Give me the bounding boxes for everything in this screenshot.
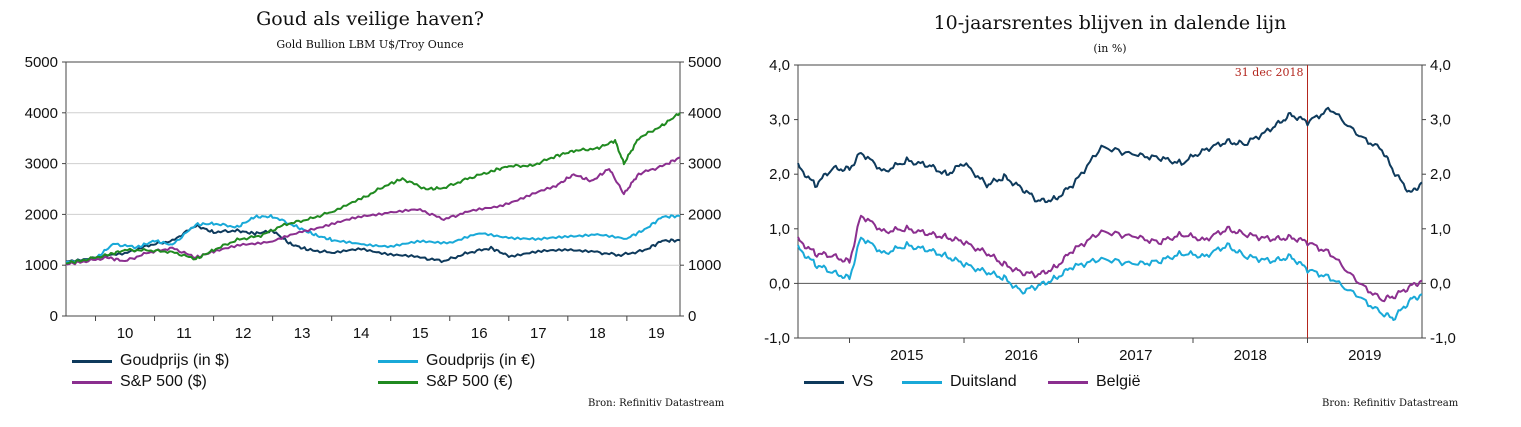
legend-label: Goudprijs (in $) xyxy=(120,352,230,369)
y-tick-label: 1000 xyxy=(25,257,58,274)
x-tick-label: 2016 xyxy=(1005,347,1038,364)
y-tick-label: 5000 xyxy=(25,54,58,71)
x-tick-label: 17 xyxy=(530,325,547,342)
x-tick-label: 2018 xyxy=(1234,347,1267,364)
y-tick-label: 0,0 xyxy=(769,275,790,292)
x-tick-label: 18 xyxy=(589,325,606,342)
series-line-goudprijs-in xyxy=(65,214,681,264)
legend-label: Goudprijs (in €) xyxy=(426,352,536,369)
x-tick-label: 2015 xyxy=(890,347,923,364)
chart-subtitle: Gold Bullion LBM U$/Troy Ounce xyxy=(276,38,464,51)
x-tick-label: 2017 xyxy=(1119,347,1152,364)
y-tick-label-right: 0 xyxy=(688,308,696,325)
y-tick-label-right: 2000 xyxy=(688,206,721,223)
legend-label: België xyxy=(1096,373,1141,390)
x-tick-label: 15 xyxy=(412,325,429,342)
chart-title: Goud als veilige haven? xyxy=(256,8,484,30)
y-tick-label-right: -1,0 xyxy=(1430,330,1456,347)
series-line-s-p-500 xyxy=(65,112,681,265)
y-tick-label-right: 3,0 xyxy=(1430,112,1451,129)
x-tick-label: 11 xyxy=(176,325,192,342)
gold-chart-panel: Goud als veilige haven? Gold Bullion LBM… xyxy=(0,0,750,427)
y-tick-label-right: 1,0 xyxy=(1430,221,1451,238)
legend-swatch xyxy=(902,380,942,384)
legend-label: S&P 500 (€) xyxy=(426,373,513,390)
gold-chart-svg: 0 0 1000 1000 2000 2000 3000 3000 4000 4000 5000 50… xyxy=(25,54,722,342)
y-tick-label-right: 1000 xyxy=(688,257,721,274)
legend-item: Duitsland xyxy=(902,373,1017,391)
series-line-duitsland xyxy=(797,236,1423,321)
y-tick-label: 2000 xyxy=(25,206,58,223)
plot-frame xyxy=(797,64,1423,339)
legend-label: S&P 500 ($) xyxy=(120,373,207,390)
y-tick-label: 3000 xyxy=(25,156,58,173)
y-tick-label: 4000 xyxy=(25,105,58,122)
legend-swatch xyxy=(378,359,418,363)
legend-swatch xyxy=(1048,380,1088,384)
y-tick-label: 0 xyxy=(50,308,58,325)
x-tick-label: 14 xyxy=(353,325,370,342)
legend-item: Goudprijs (in €) xyxy=(378,352,535,370)
y-tick-label-right: 0,0 xyxy=(1430,275,1451,292)
y-tick-label-right: 5000 xyxy=(688,54,721,71)
y-tick-label: 3,0 xyxy=(769,112,790,129)
rates-chart-svg: -1,0 -1,0 0,0 0,0 1,0 1,0 2,0 2,0 3,0 3,0 4,0 4,0 20… xyxy=(764,57,1456,364)
legend-item: S&P 500 ($) xyxy=(72,373,207,391)
legend-item: Goudprijs (in $) xyxy=(72,352,229,370)
plot-frame xyxy=(65,61,681,317)
x-tick-label: 10 xyxy=(117,325,134,342)
x-tick-label: 13 xyxy=(294,325,311,342)
legend-swatch xyxy=(804,380,844,384)
legend-item: S&P 500 (€) xyxy=(378,373,513,391)
legend-label: Duitsland xyxy=(950,373,1017,390)
x-tick-label: 16 xyxy=(471,325,488,342)
legend-item: België xyxy=(1048,373,1140,391)
y-tick-label-right: 4,0 xyxy=(1430,57,1451,74)
x-tick-label: 2019 xyxy=(1348,347,1381,364)
legend-swatch xyxy=(72,359,112,363)
y-tick-label: -1,0 xyxy=(764,330,790,347)
series-line-goudprijs-in xyxy=(65,223,681,264)
y-tick-label-right: 2,0 xyxy=(1430,166,1451,183)
series-line-vs xyxy=(797,106,1423,204)
y-tick-label-right: 4000 xyxy=(688,105,721,122)
y-tick-label: 2,0 xyxy=(769,166,790,183)
legend-swatch xyxy=(72,380,112,384)
chart-subtitle: (in %) xyxy=(1093,42,1127,55)
annotation-label: 31 dec 2018 xyxy=(1235,66,1304,79)
series-line-s-p-500 xyxy=(65,156,681,266)
y-tick-label: 1,0 xyxy=(769,221,790,238)
x-tick-label: 12 xyxy=(235,325,252,342)
source-note: Bron: Refinitiv Datastream xyxy=(1322,398,1459,409)
legend-item: VS xyxy=(804,373,873,391)
x-tick-label: 19 xyxy=(648,325,665,342)
chart-title: 10-jaarsrentes blijven in dalende lijn xyxy=(933,12,1287,34)
source-note: Bron: Refinitiv Datastream xyxy=(588,398,725,409)
series-line-belgi xyxy=(797,214,1423,303)
rates-chart-panel: 10-jaarsrentes blijven in dalende lijn (… xyxy=(760,0,1521,427)
y-tick-label-right: 3000 xyxy=(688,156,721,173)
y-tick-label: 4,0 xyxy=(769,57,790,74)
legend-swatch xyxy=(378,380,418,384)
legend-label: VS xyxy=(852,373,874,390)
